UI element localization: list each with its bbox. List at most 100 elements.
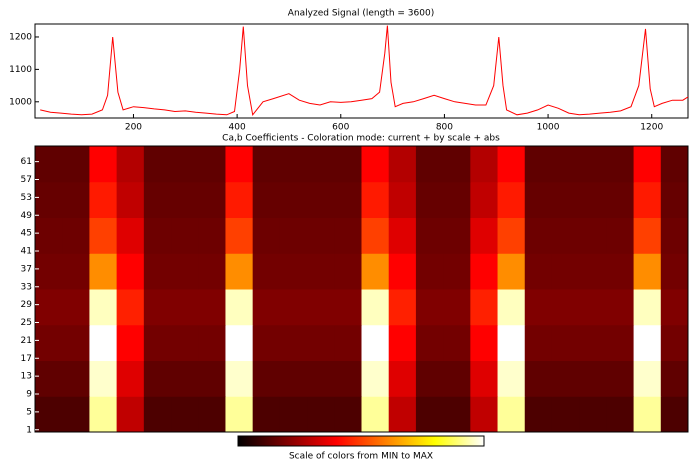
heat-cell — [62, 324, 90, 361]
heat-cell — [660, 253, 689, 290]
heat-cell — [279, 324, 308, 361]
axes-frame — [34, 145, 689, 433]
heat-cell — [660, 289, 689, 326]
y-tick-label: 29 — [21, 300, 33, 310]
y-tick-label: 1200 — [9, 32, 32, 42]
heat-cell — [143, 324, 172, 361]
heat-cell — [497, 289, 526, 326]
heat-cell — [198, 289, 226, 326]
heat-cell — [606, 217, 635, 254]
heat-cell — [361, 181, 390, 218]
heat-cell — [116, 217, 145, 254]
heat-cell — [116, 146, 145, 183]
heat-cell — [443, 360, 471, 397]
heat-cell — [198, 324, 226, 361]
heat-cell — [361, 146, 390, 183]
heat-cell — [62, 253, 90, 290]
heat-cell — [633, 360, 662, 397]
heat-cell — [388, 146, 417, 183]
heat-cell — [198, 396, 226, 433]
heat-cell — [334, 324, 362, 361]
heat-cell — [334, 181, 362, 218]
y-tick-label: 33 — [21, 282, 32, 292]
heat-cell — [470, 217, 499, 254]
heat-cell — [116, 360, 145, 397]
heat-cell — [252, 217, 281, 254]
heat-cell — [551, 217, 580, 254]
heat-cell — [551, 253, 580, 290]
heat-cell — [633, 181, 662, 218]
heat-cell — [89, 396, 118, 433]
x-tick-label: 600 — [332, 123, 349, 133]
heat-cell — [307, 181, 335, 218]
heat-cell — [35, 360, 63, 397]
heat-cell — [361, 217, 390, 254]
heat-cell — [606, 324, 635, 361]
heat-cell — [606, 253, 635, 290]
heat-cell — [252, 146, 281, 183]
heat-cell — [171, 289, 199, 326]
heat-cell — [579, 360, 607, 397]
y-tick-label: 37 — [21, 264, 32, 274]
heat-cell — [307, 217, 335, 254]
heat-cell — [143, 146, 172, 183]
heat-cell — [171, 181, 199, 218]
heat-cell — [89, 146, 118, 183]
x-tick-label: 400 — [229, 123, 246, 133]
heat-cell — [279, 396, 308, 433]
heat-cell — [579, 181, 607, 218]
heat-cell — [606, 289, 635, 326]
heat-cell — [524, 289, 553, 326]
heat-cell — [279, 217, 308, 254]
heat-cell — [388, 253, 417, 290]
heat-cell — [633, 289, 662, 326]
heat-cell — [497, 253, 526, 290]
y-tick-label: 1000 — [9, 97, 32, 107]
y-tick-label: 57 — [21, 175, 32, 185]
heat-cell — [524, 324, 553, 361]
heat-cell — [307, 324, 335, 361]
heat-cell — [143, 396, 172, 433]
heat-cell — [279, 289, 308, 326]
heat-cell — [89, 217, 118, 254]
y-tick-label: 21 — [21, 336, 32, 346]
heat-cell — [35, 289, 63, 326]
heat-cell — [116, 253, 145, 290]
colorbar-label: Scale of colors from MIN to MAX — [289, 452, 433, 462]
heat-cell — [252, 396, 281, 433]
heat-cell — [171, 146, 199, 183]
heat-cell — [579, 289, 607, 326]
heat-cell — [143, 253, 172, 290]
signal-line — [40, 25, 689, 116]
heat-cell — [524, 360, 553, 397]
heat-cell — [35, 324, 63, 361]
heat-cell — [579, 396, 607, 433]
heat-cell — [415, 146, 444, 183]
heat-cell — [361, 360, 390, 397]
heat-cell — [524, 146, 553, 183]
heat-cell — [35, 146, 63, 183]
heat-cell — [279, 360, 308, 397]
heat-cell — [470, 289, 499, 326]
heat-cell — [307, 396, 335, 433]
heat-cell — [524, 217, 553, 254]
heat-cell — [225, 360, 254, 397]
heat-cell — [116, 181, 145, 218]
heat-cell — [279, 253, 308, 290]
heat-cell — [279, 146, 308, 183]
heat-cell — [307, 289, 335, 326]
heat-cell — [171, 324, 199, 361]
heat-cell — [89, 253, 118, 290]
heat-cell — [116, 289, 145, 326]
heat-cell — [116, 396, 145, 433]
heat-cell — [225, 146, 254, 183]
x-tick-label: 1200 — [640, 123, 663, 133]
heat-cell — [361, 324, 390, 361]
heat-cell — [415, 253, 444, 290]
heat-cell — [171, 217, 199, 254]
heat-cell — [660, 324, 689, 361]
heat-cell — [579, 324, 607, 361]
heat-cell — [443, 181, 471, 218]
y-tick-label: 17 — [21, 354, 32, 364]
heat-cell — [334, 253, 362, 290]
